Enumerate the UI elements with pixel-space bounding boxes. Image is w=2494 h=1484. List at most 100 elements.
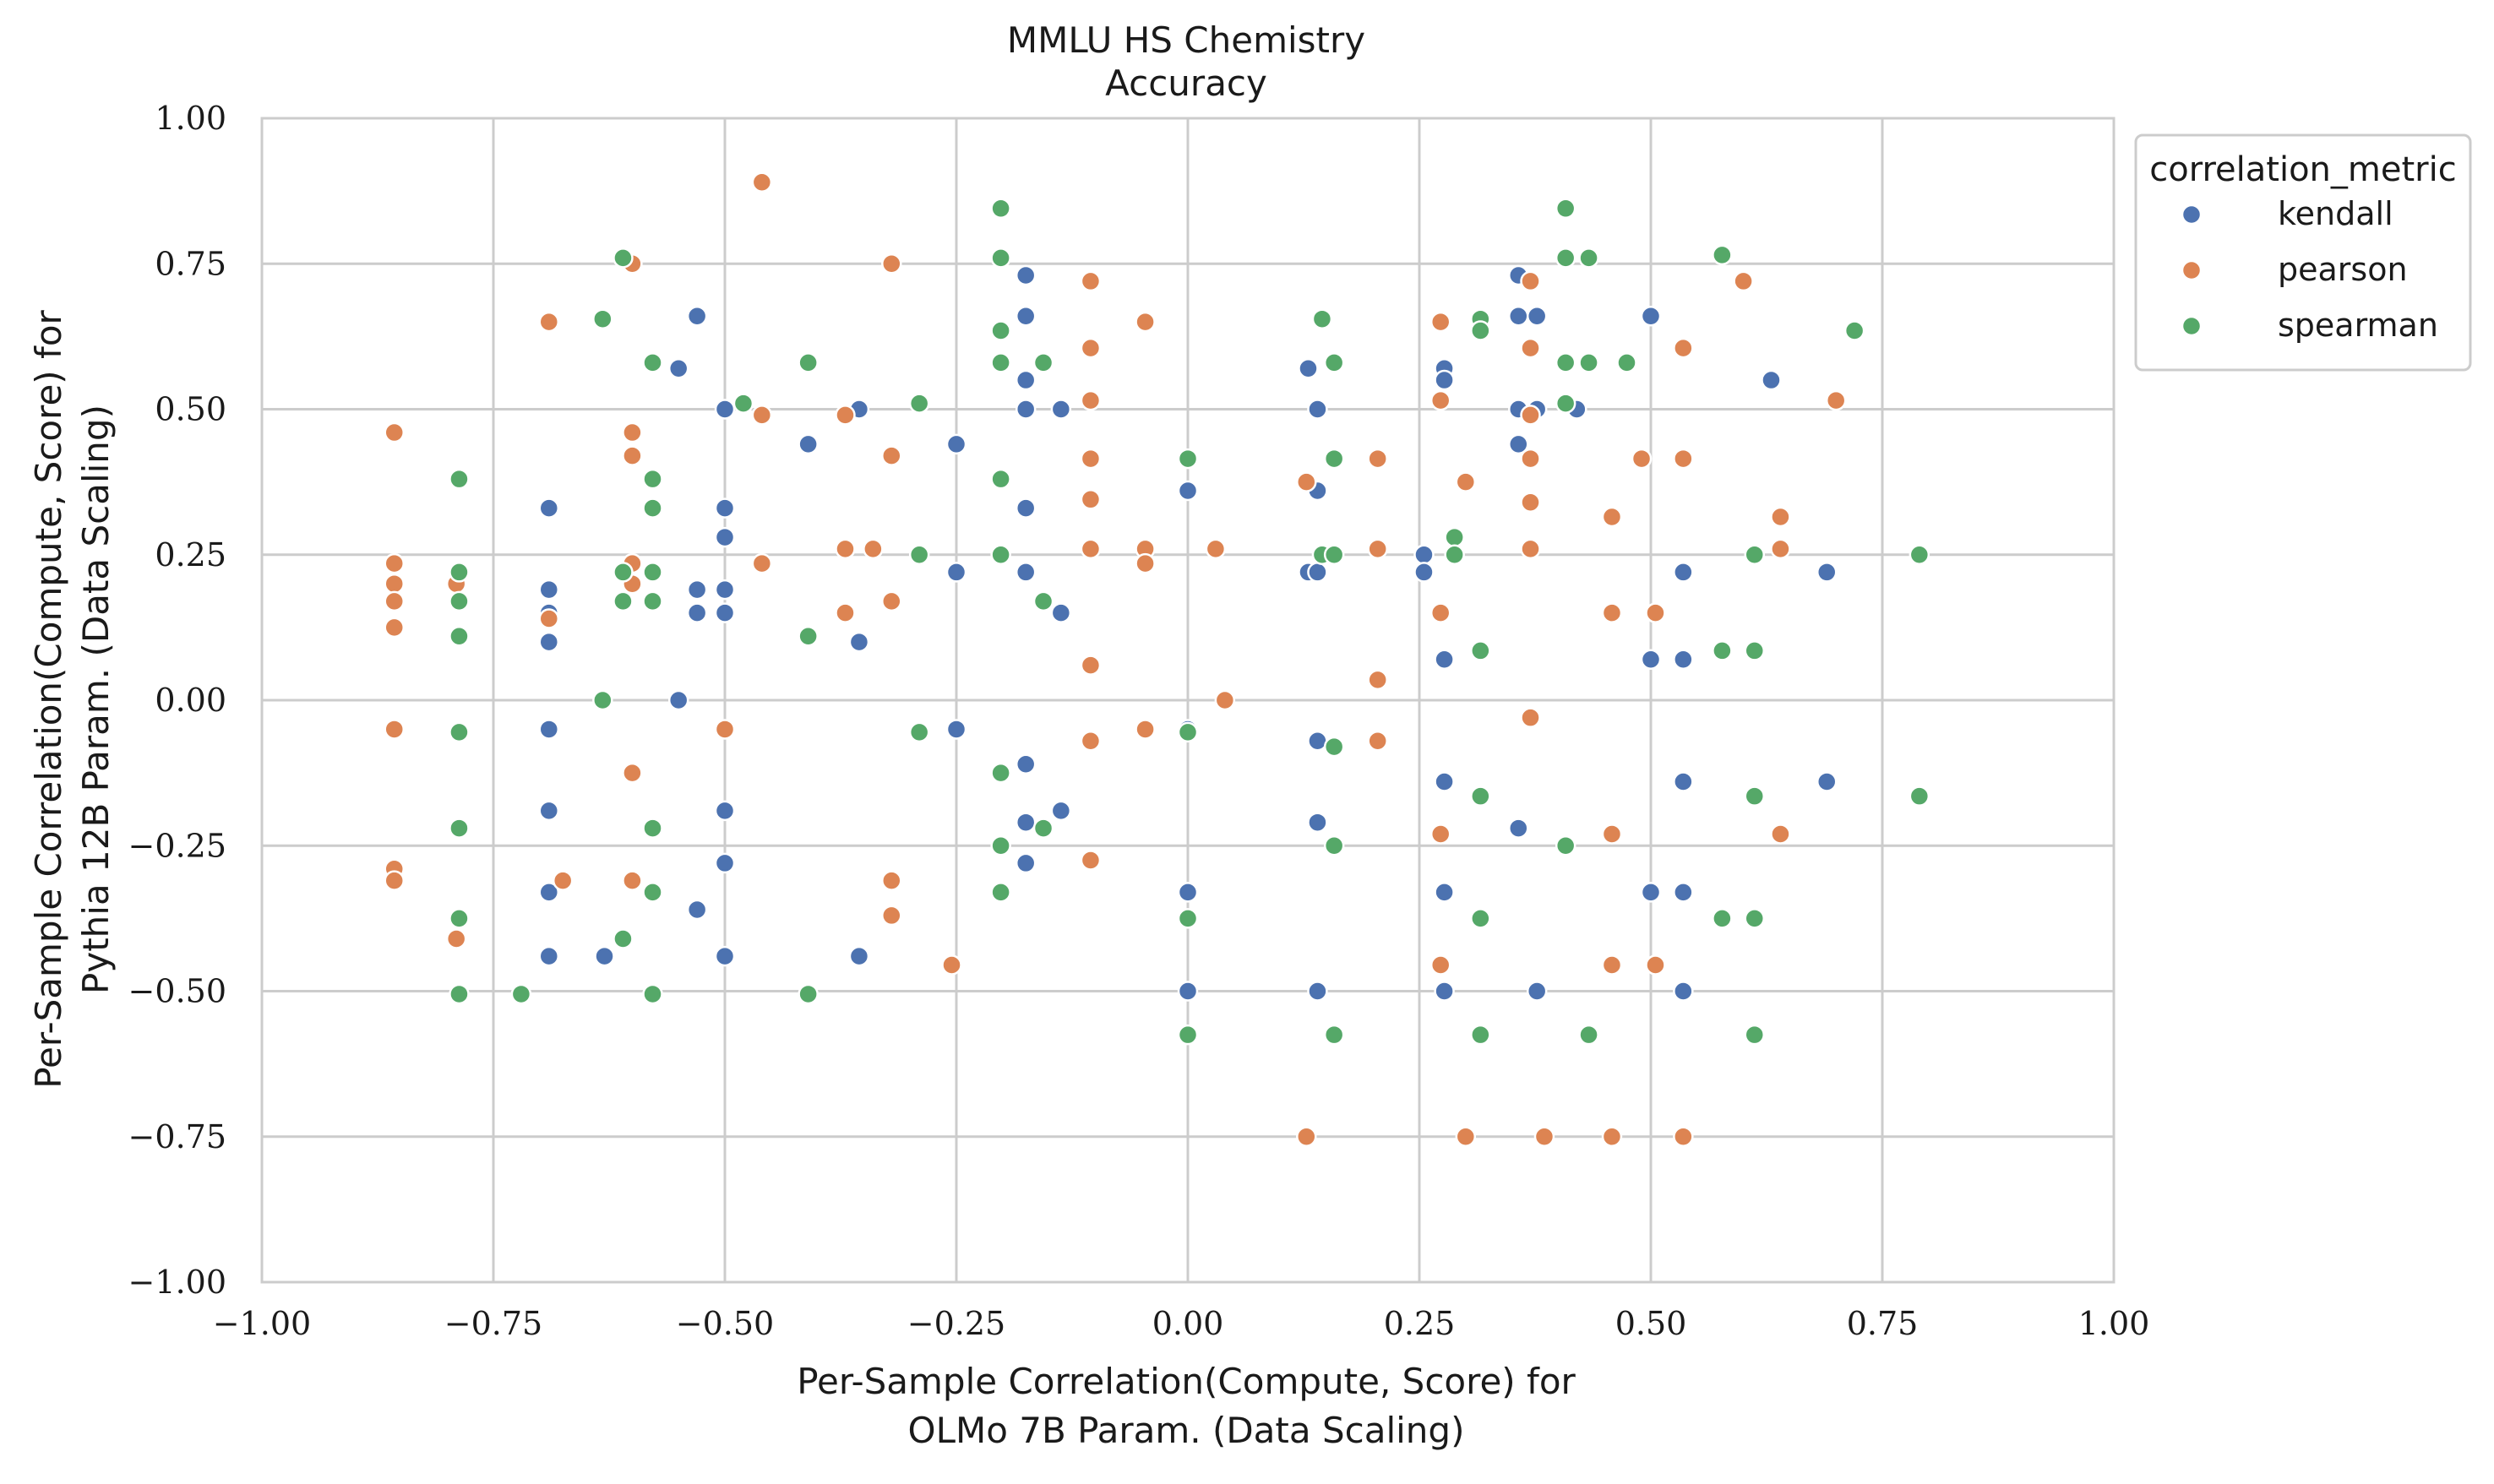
legend-marker-spearman (2181, 315, 2203, 337)
pearson-point (1645, 954, 1666, 976)
legend-marker-kendall (2181, 204, 2203, 226)
spearman-point (1744, 544, 1766, 565)
series-spearman (449, 198, 1930, 1046)
pearson-point (881, 445, 902, 466)
pearson-point (1631, 448, 1653, 470)
kendall-point (798, 433, 819, 455)
pearson-point (1080, 270, 1102, 292)
spearman-point (1323, 1024, 1345, 1046)
kendall-point (1673, 771, 1694, 792)
spearman-point (1032, 590, 1054, 612)
y-tick-label: −1.00 (128, 1264, 226, 1301)
kendall-point (1015, 497, 1037, 519)
pearson-point (1135, 311, 1156, 333)
pearson-point (714, 719, 736, 740)
spearman-point (592, 308, 613, 329)
y-tick-label: −0.25 (128, 827, 226, 864)
pearson-point (881, 905, 902, 927)
x-tick-label: −0.25 (907, 1305, 1005, 1342)
spearman-point (642, 818, 663, 839)
kendall-point (1307, 562, 1328, 583)
pearson-point (1080, 337, 1102, 359)
pearson-point (1520, 538, 1541, 560)
spearman-point (1712, 640, 1733, 661)
spearman-point (908, 544, 930, 565)
kendall-point (945, 433, 967, 455)
y-tick-label: −0.50 (128, 973, 226, 1010)
pearson-point (1135, 552, 1156, 574)
chart-subtitle: Accuracy (1105, 63, 1267, 104)
kendall-point (1673, 649, 1694, 671)
kendall-point (714, 526, 736, 548)
kendall-point (1413, 544, 1435, 565)
kendall-point (1015, 369, 1037, 391)
kendall-point (538, 945, 560, 967)
kendall-point (1640, 649, 1662, 671)
y-axis-label-line2: Pythia 12B Param. (Data Scaling) (75, 405, 117, 994)
spearman-point (449, 721, 470, 743)
pearson-point (1601, 602, 1623, 623)
pearson-point (1080, 538, 1102, 560)
kendall-point (1434, 981, 1455, 1002)
kendall-point (848, 631, 870, 653)
legend-frame (2134, 133, 2472, 372)
kendall-point (1640, 882, 1662, 903)
spearman-point (1555, 393, 1576, 414)
kendall-point (714, 579, 736, 601)
chart-title: MMLU HS Chemistry (1007, 19, 1365, 61)
y-tick-labels: −1.00 −0.75 −0.50 −0.25 0.00 0.25 0.50 0.75 1.00 (128, 100, 226, 1301)
pearson-point (1080, 448, 1102, 470)
spearman-point (642, 468, 663, 490)
spearman-point (1843, 320, 1865, 341)
kendall-point (1816, 562, 1838, 583)
spearman-point (1744, 640, 1766, 661)
pearson-point (1296, 471, 1317, 492)
pearson-point (1520, 405, 1541, 426)
y-tick-label: 0.25 (155, 536, 226, 573)
spearman-point (798, 983, 819, 1005)
pearson-point (1601, 506, 1623, 528)
kendall-point (686, 306, 708, 327)
pearson-point (384, 421, 405, 443)
pearson-point (622, 445, 643, 466)
kendall-point (1673, 981, 1694, 1002)
kendall-point (538, 882, 560, 903)
x-tick-label: 0.50 (1615, 1305, 1687, 1342)
spearman-point (990, 835, 1011, 856)
kendall-point (1177, 882, 1199, 903)
pearson-point (538, 311, 560, 333)
kendall-point (1015, 306, 1037, 327)
kendall-point (686, 602, 708, 623)
legend-marker-pearson (2181, 259, 2203, 281)
x-tick-label: −0.75 (444, 1305, 542, 1342)
pearson-point (881, 590, 902, 612)
spearman-point (449, 908, 470, 929)
spearman-point (642, 352, 663, 373)
kendall-point (538, 800, 560, 822)
pearson-point (835, 538, 856, 560)
kendall-point (1298, 358, 1319, 379)
spearman-point (1744, 908, 1766, 929)
kendall-point (1526, 981, 1548, 1002)
spearman-point (1909, 785, 1930, 807)
kendall-point (1434, 771, 1455, 792)
spearman-point (1470, 785, 1491, 807)
pearson-point (1080, 389, 1102, 411)
kendall-point (667, 689, 689, 711)
x-axis-label-line2: OLMo 7B Param. (Data Scaling) (908, 1410, 1465, 1451)
spearman-point (1712, 244, 1733, 266)
spearman-point (613, 562, 634, 583)
pearson-point (835, 405, 856, 426)
kendall-point (538, 579, 560, 601)
pearson-point (384, 590, 405, 612)
pearson-point (1080, 850, 1102, 871)
kendall-point (686, 899, 708, 921)
pearson-point (863, 538, 884, 560)
kendall-point (848, 945, 870, 967)
x-axis-label-line1: Per-Sample Correlation(Compute, Score) f… (797, 1361, 1576, 1402)
spearman-point (990, 320, 1011, 341)
kendall-point (714, 800, 736, 822)
spearman-point (642, 562, 663, 583)
